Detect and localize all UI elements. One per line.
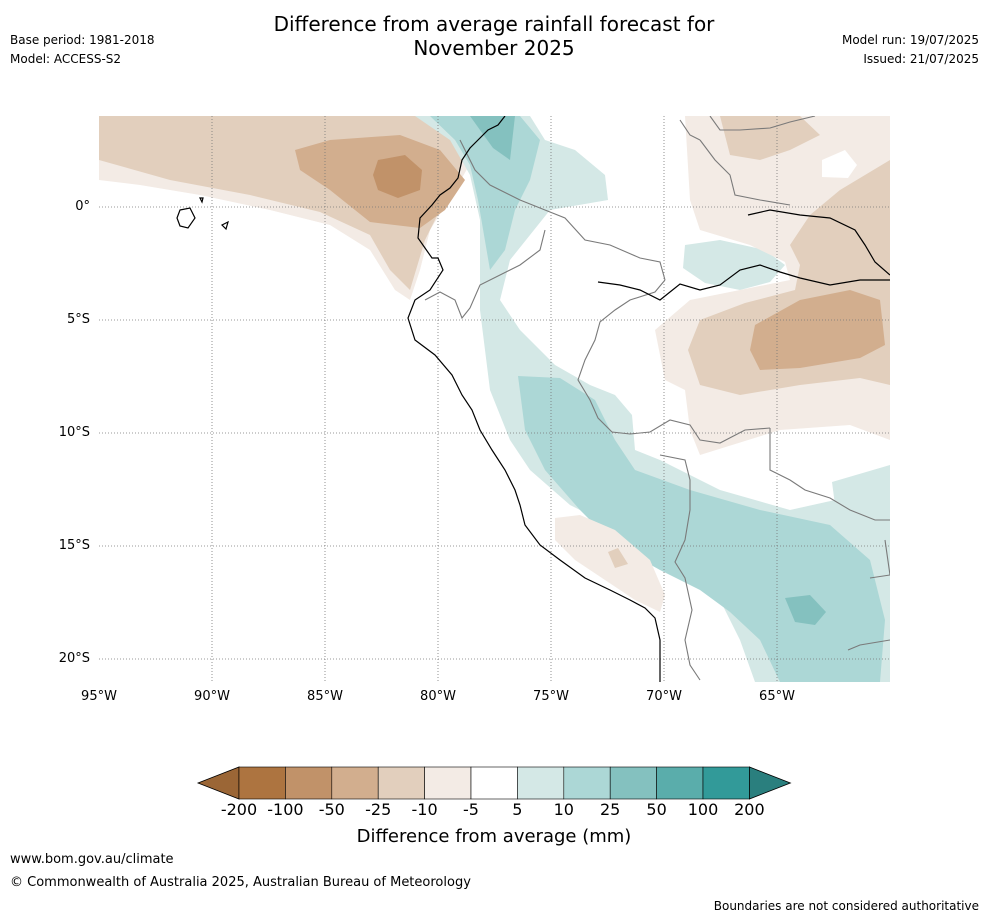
- lat-label-10s: 10°S: [58, 425, 90, 440]
- map-title: Difference from average rainfall forecas…: [0, 12, 988, 60]
- colorbar-swatch: [377, 766, 425, 800]
- colorbar-title: Difference from average (mm): [356, 826, 632, 847]
- colorbar-extend-low: [196, 766, 240, 800]
- lat-label-20s: 20°S: [58, 651, 90, 666]
- anomaly-region-pacific-core: [373, 155, 422, 198]
- country-borders: [424, 116, 890, 681]
- anomaly-region-east-dry-mid: [720, 116, 820, 160]
- colorbar-swatch: [656, 766, 704, 800]
- colorbar: [196, 766, 792, 800]
- lon-label-70w: 70°W: [646, 689, 682, 704]
- colorbar-tick-label: -25: [365, 800, 392, 819]
- header-left: Base period: 1981-2018 Model: ACCESS-S2: [10, 31, 155, 69]
- colorbar-swatch: [702, 766, 750, 800]
- lat-label-5s: 5°S: [66, 312, 90, 327]
- colorbar-tick-label: 5: [512, 800, 523, 819]
- colorbar-tick-label: 200: [734, 800, 765, 819]
- title-line-2: November 2025: [413, 36, 575, 60]
- lon-label-90w: 90°W: [194, 689, 230, 704]
- colorbar-tick-label: -10: [411, 800, 438, 819]
- anomaly-region-east-dry-strong: [750, 290, 885, 370]
- lat-label-15s: 15°S: [58, 538, 90, 553]
- colorbar-tick-label: 100: [687, 800, 719, 819]
- lon-label-85w: 85°W: [307, 689, 343, 704]
- anomaly-region-amazon-mid: [683, 240, 785, 290]
- base-period-text: Base period: 1981-2018: [10, 33, 155, 47]
- lon-label-80w: 80°W: [420, 689, 456, 704]
- colorbar-tick-label: -50: [318, 800, 345, 819]
- footer-url: www.bom.gov.au/climate: [10, 852, 174, 867]
- model-text: Model: ACCESS-S2: [10, 52, 122, 66]
- colorbar-swatch: [285, 766, 333, 800]
- model-run-text: Model run: 19/07/2025: [841, 33, 979, 47]
- graticule: [99, 116, 890, 682]
- header-right: Model run: 19/07/2025 Issued: 21/07/2025: [842, 31, 979, 69]
- footer-copyright: © Commonwealth of Australia 2025, Austra…: [10, 875, 471, 890]
- colorbar-swatch: [424, 766, 472, 800]
- anomaly-region-andes-mid: [430, 116, 540, 270]
- colorbar-tick-label: -5: [463, 800, 479, 819]
- lon-label-65w: 65°W: [759, 689, 795, 704]
- colorbar-tick-label: -100: [267, 800, 304, 819]
- anomaly-region-colombia-strong: [470, 116, 515, 160]
- issued-text: Issued: 21/07/2025: [863, 52, 979, 66]
- lon-label-95w: 95°W: [81, 689, 117, 704]
- colorbar-extend-high: [749, 766, 792, 800]
- anomaly-region-small-wet: [822, 150, 857, 178]
- colorbar-tick-label: -200: [220, 800, 258, 819]
- colorbar-tick-label: 50: [646, 800, 667, 819]
- colorbar-tick-label: 25: [600, 800, 621, 819]
- lon-label-75w: 75°W: [533, 689, 569, 704]
- colorbar-swatch: [331, 766, 379, 800]
- colorbar-swatch: [609, 766, 657, 800]
- anomaly-region-bolivia-strong: [785, 595, 826, 625]
- anomaly-region-peru-dry-core: [608, 548, 628, 568]
- footer-disclaimer: Boundaries are not considered authoritat…: [713, 899, 979, 913]
- colorbar-swatch: [238, 766, 286, 800]
- colorbar-swatch: [563, 766, 611, 800]
- anomaly-region-east-light: [832, 465, 890, 530]
- colorbar-swatch: [470, 766, 518, 800]
- colorbar-tick-label: 10: [553, 800, 574, 819]
- anomaly-region-peru-dry: [555, 515, 665, 612]
- coastline: [176, 116, 890, 682]
- rainfall-anomaly-map: [99, 116, 890, 682]
- title-line-1: Difference from average rainfall forecas…: [273, 12, 715, 36]
- lat-label-0: 0°: [75, 199, 90, 214]
- colorbar-swatch: [517, 766, 565, 800]
